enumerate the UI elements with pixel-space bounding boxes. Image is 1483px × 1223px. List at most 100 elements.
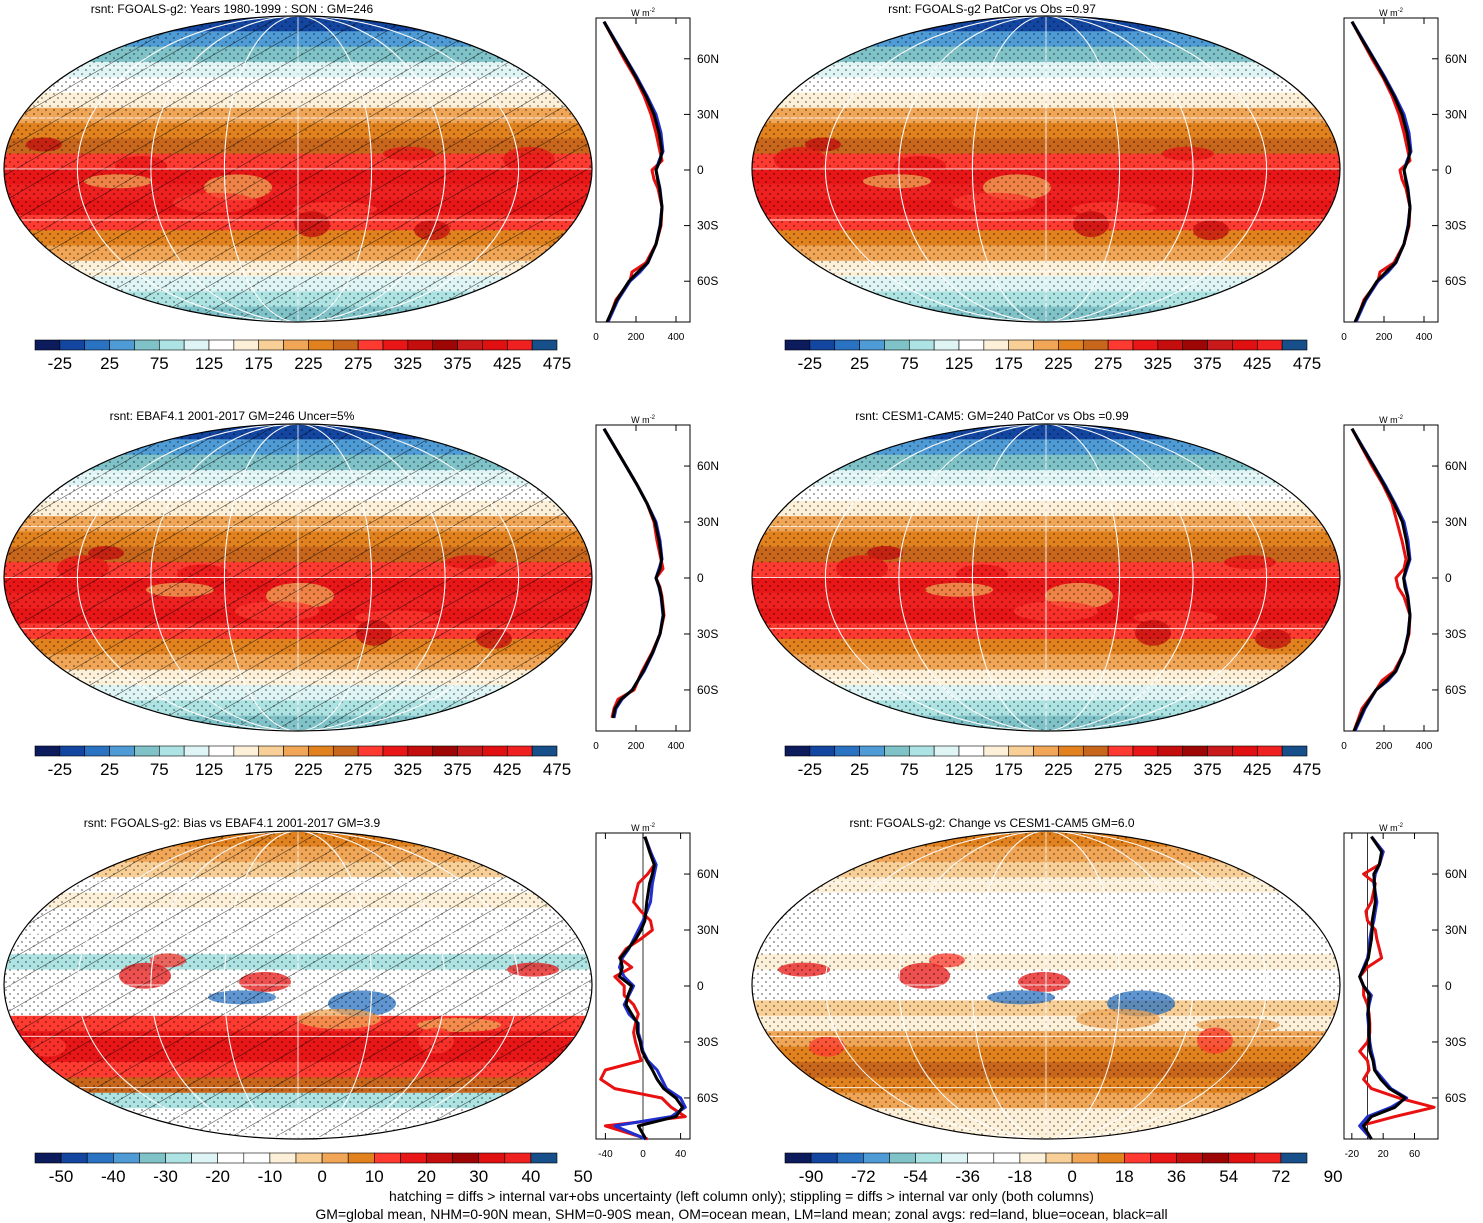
colorbar-tick-label: 10 — [365, 1167, 384, 1186]
colorbar-tick-label: 225 — [294, 760, 322, 779]
zonal-ytick-label: 30N — [697, 515, 719, 529]
zonal-ytick-label: 0 — [697, 979, 704, 993]
colorbar-tick-label: 25 — [100, 760, 119, 779]
colorbar-tick-label: 375 — [443, 354, 471, 373]
zonal-ytick-label: 0 — [1445, 571, 1452, 585]
colorbar-tick-label: -36 — [955, 1167, 980, 1186]
colorbar-swatch — [531, 1153, 557, 1163]
map-field — [4, 831, 592, 1140]
colorbar-swatch — [1232, 340, 1257, 350]
zonal-ytick-label: 60N — [1445, 867, 1467, 881]
colorbar-swatch — [358, 340, 383, 350]
colorbar-tick-label: 125 — [195, 760, 223, 779]
colorbar-swatch — [433, 340, 458, 350]
colorbar-swatch — [333, 746, 358, 756]
colorbar-tick-label: -30 — [153, 1167, 178, 1186]
colorbar-swatch — [159, 340, 184, 350]
zonal-xtick-label: 20 — [1378, 1149, 1390, 1160]
zonal-ytick-label: 0 — [1445, 163, 1452, 177]
colorbar-tick-label: -72 — [851, 1167, 876, 1186]
colorbar-tick-label: -90 — [799, 1167, 824, 1186]
colorbar-tick-label: 425 — [493, 354, 521, 373]
colorbar-swatch — [916, 1153, 942, 1163]
colorbar-swatch — [1124, 1153, 1150, 1163]
colorbar-tick-label: 30 — [469, 1167, 488, 1186]
zonal-units: W m-2 — [1379, 823, 1403, 833]
colorbar-swatch — [1282, 746, 1307, 756]
colorbar-swatch — [934, 340, 959, 350]
zonal-units: W m-2 — [631, 8, 655, 18]
colorbar-swatch — [159, 746, 184, 756]
colorbar-swatch — [244, 1153, 270, 1163]
colorbar-swatch — [507, 746, 532, 756]
colorbar-tick-label: -25 — [48, 354, 73, 373]
colorbar-swatch — [284, 340, 309, 350]
colorbar-swatch — [1158, 746, 1183, 756]
colorbar-swatch — [884, 340, 909, 350]
zonal-series-all — [604, 429, 663, 718]
colorbar-tick-label: 0 — [317, 1167, 326, 1186]
colorbar-swatch — [984, 746, 1009, 756]
colorbar-swatch — [284, 746, 309, 756]
colorbar-swatch — [959, 746, 984, 756]
colorbar-tick-label: 75 — [900, 354, 919, 373]
colorbar-swatch — [184, 340, 209, 350]
colorbar-swatch — [374, 1153, 400, 1163]
colorbar-swatch — [1282, 340, 1307, 350]
colorbar-swatch — [884, 746, 909, 756]
zonal-xtick-label: 400 — [668, 741, 685, 752]
colorbar-tick-label: 275 — [344, 760, 372, 779]
colorbar-swatch — [134, 340, 159, 350]
map-field — [752, 16, 1340, 323]
colorbar-tick-label: 475 — [543, 760, 571, 779]
colorbar-swatch — [785, 340, 810, 350]
zonal-ytick-label: 60N — [697, 867, 719, 881]
panel-2: rsnt: EBAF4.1 2001-2017 GM=246 Uncer=5%-… — [4, 409, 719, 779]
colorbar-tick-label: 325 — [394, 760, 422, 779]
colorbar-swatch — [909, 746, 934, 756]
colorbar-swatch — [400, 1153, 426, 1163]
colorbar-tick-label: 175 — [245, 354, 273, 373]
zonal-xtick-label: 200 — [628, 741, 645, 752]
colorbar-tick-label: 425 — [1243, 760, 1271, 779]
colorbar-swatch — [1177, 1153, 1203, 1163]
zonal-ytick-label: 60S — [1445, 1091, 1466, 1105]
colorbar-swatch — [270, 1153, 296, 1163]
colorbar-swatch — [532, 340, 557, 350]
colorbar-swatch — [1034, 340, 1059, 350]
zonal-ytick-label: 30N — [697, 923, 719, 937]
zonal-ytick-label: 0 — [697, 571, 704, 585]
zonal-frame — [1344, 18, 1438, 322]
zonal-xtick-label: 400 — [668, 332, 685, 343]
colorbar-swatch — [1158, 340, 1183, 350]
colorbar-swatch — [1058, 340, 1083, 350]
zonal-xtick-label: 200 — [628, 332, 645, 343]
colorbar-tick-label: -20 — [205, 1167, 230, 1186]
zonal-series-all — [1352, 429, 1410, 731]
colorbar-swatch — [1257, 746, 1282, 756]
zonal-ytick-label: 30N — [1445, 515, 1467, 529]
zonal-xtick-label: -20 — [1345, 1149, 1360, 1160]
colorbar-swatch — [408, 746, 433, 756]
colorbar-swatch — [333, 340, 358, 350]
zonal-xtick-label: 400 — [1416, 741, 1433, 752]
zonal-ytick-label: 30N — [697, 107, 719, 121]
zonal-xtick-label: 0 — [640, 1149, 646, 1160]
colorbar-tick-label: 325 — [1144, 354, 1172, 373]
colorbar-tick-label: 75 — [150, 354, 169, 373]
colorbar-swatch — [85, 340, 110, 350]
zonal-ytick-label: 0 — [1445, 979, 1452, 993]
zonal-ytick-label: 60S — [1445, 683, 1466, 697]
zonal-ytick-label: 60N — [697, 459, 719, 473]
zonal-frame — [1344, 833, 1438, 1139]
colorbar-tick-label: 225 — [1044, 354, 1072, 373]
zonal-ytick-label: 0 — [697, 163, 704, 177]
colorbar-swatch — [863, 1153, 889, 1163]
map-field — [752, 831, 1340, 1140]
